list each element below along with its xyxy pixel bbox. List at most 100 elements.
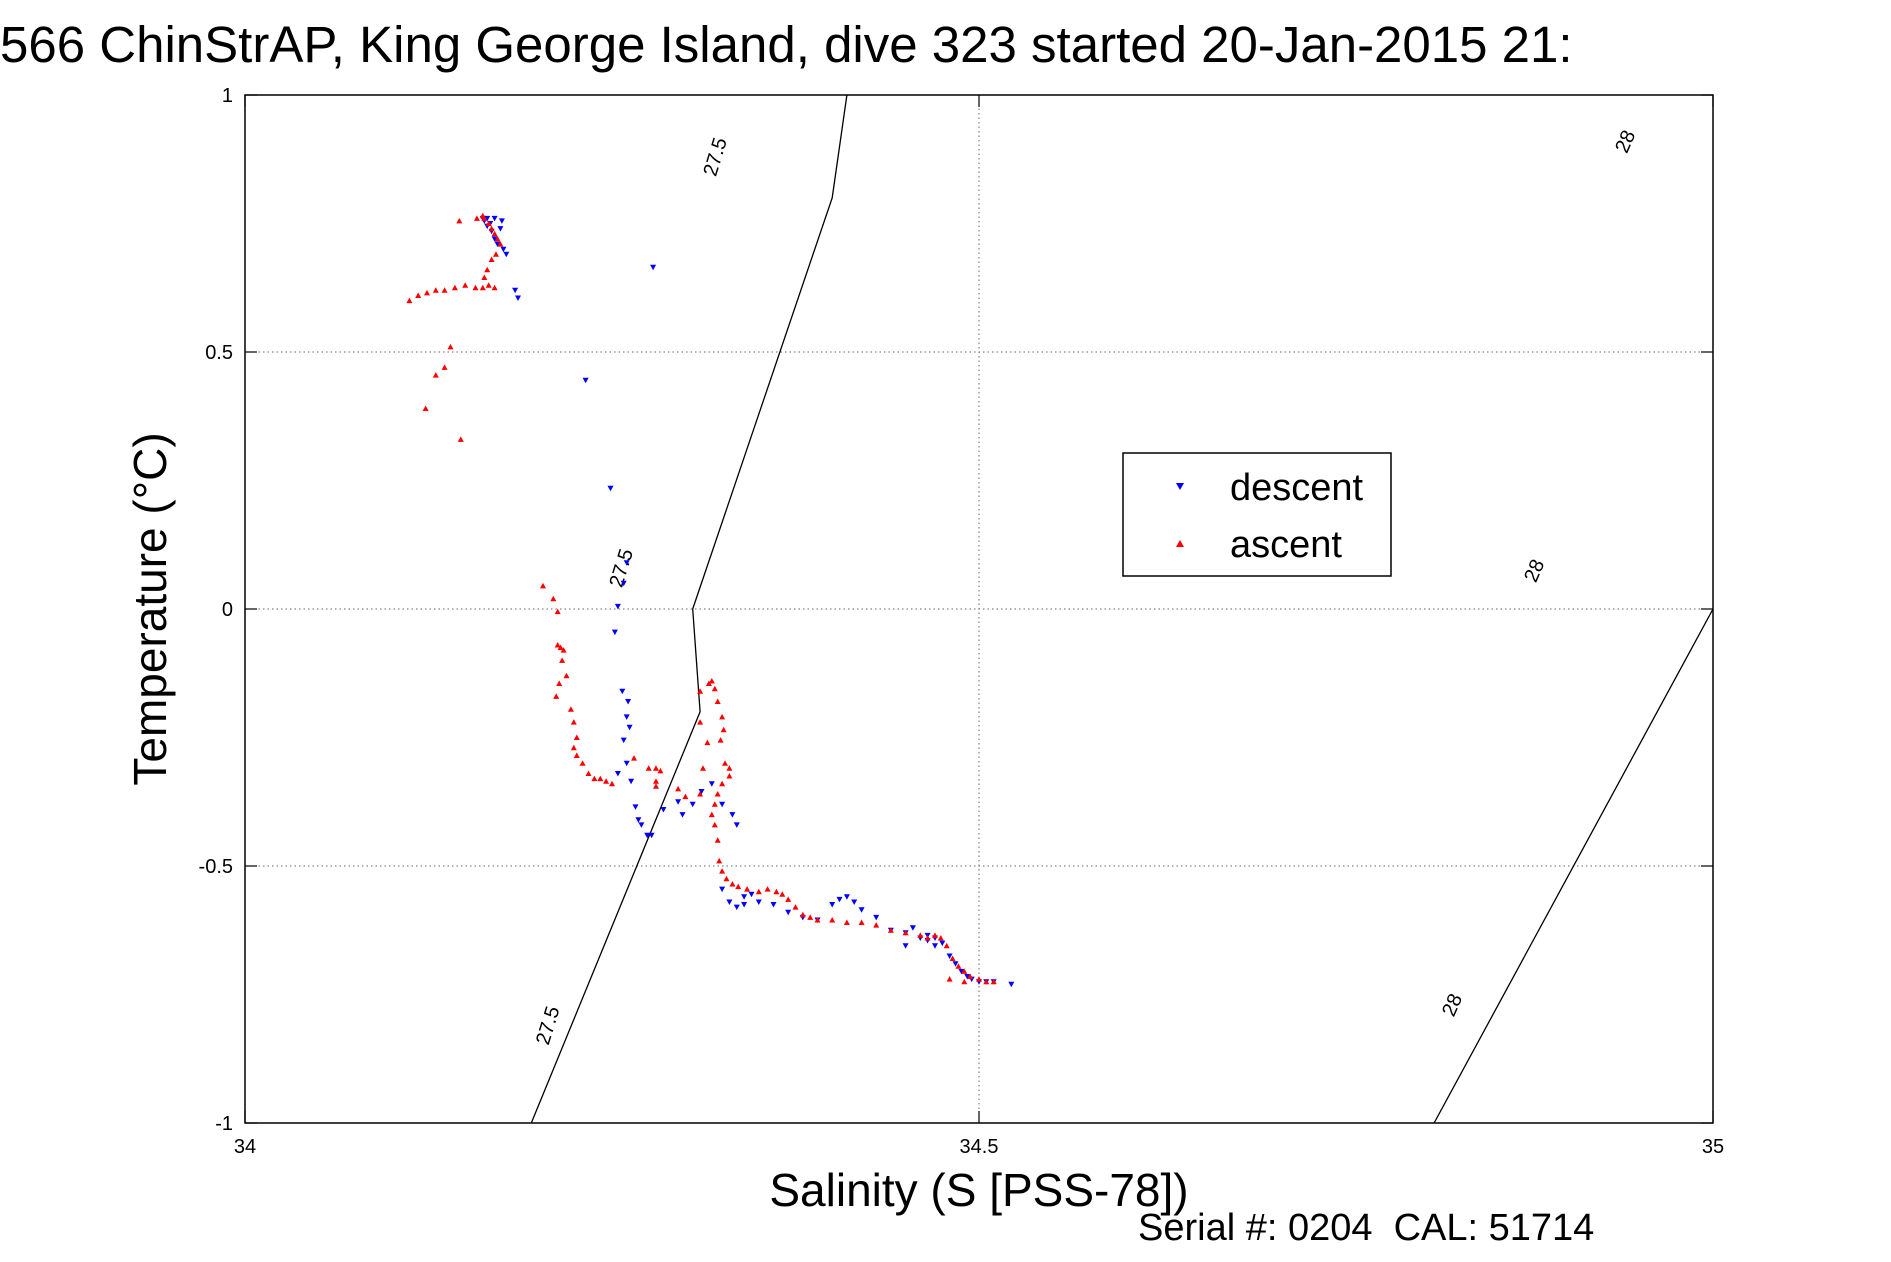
ascent-point (585, 770, 592, 776)
ascent-point (497, 241, 504, 247)
descent-point (873, 914, 880, 921)
ascent-point (570, 744, 577, 751)
ascent-point (976, 976, 982, 982)
ascent-point (955, 963, 962, 969)
ascent-series (406, 212, 997, 985)
ascent-point (675, 785, 682, 792)
ascent-point (682, 793, 689, 800)
ascent-point (557, 644, 564, 650)
ascent-point (554, 608, 561, 615)
ascent-point (653, 778, 659, 784)
ascent-point (924, 935, 931, 941)
ascent-point (493, 251, 499, 257)
descent-point (607, 485, 614, 492)
ascent-point (755, 888, 762, 895)
y-tick-label: 1 (222, 85, 233, 107)
ascent-point (937, 935, 944, 941)
ascent-point (631, 755, 637, 761)
isopycnal-line (530, 95, 848, 1123)
axis-ticks: 34 34.5 35 -1 -0.5 0 0.5 1 (199, 85, 1725, 1158)
descent-point (614, 603, 621, 610)
descent-point (946, 953, 953, 959)
chart-title: 566 ChinStrAP, King George Island, dive … (0, 16, 1573, 73)
ascent-point (597, 775, 604, 782)
ascent-point (697, 791, 704, 797)
ascent-point (946, 976, 953, 982)
ascent-point (553, 693, 560, 699)
ascent-point (711, 685, 718, 692)
x-axis-label: Salinity (S [PSS-78]) (769, 1164, 1188, 1216)
descent-point (494, 241, 501, 248)
ascent-point (432, 287, 439, 293)
ascent-point (932, 932, 938, 938)
descent-point (638, 822, 645, 828)
ascent-point (609, 780, 615, 787)
descent-point (770, 902, 777, 908)
ascent-point (814, 917, 821, 923)
descent-point (755, 899, 762, 905)
ascent-point (719, 713, 726, 720)
descent-point (614, 771, 621, 777)
ascent-point (491, 284, 498, 291)
descent-point (623, 760, 630, 767)
ascent-point (415, 292, 422, 298)
ascent-point (488, 256, 495, 262)
descent-point (484, 215, 491, 222)
descent-point (932, 943, 938, 949)
descent-point (719, 801, 726, 808)
descent-point (650, 264, 657, 271)
ascent-point (714, 698, 721, 704)
ascent-point (708, 811, 715, 818)
ascent-point (705, 680, 712, 686)
ascent-point (406, 297, 413, 304)
ascent-point (697, 688, 704, 694)
ascent-point (717, 737, 724, 743)
ascent-point (479, 212, 486, 219)
ascent-point (764, 886, 771, 892)
descent-point (1008, 981, 1015, 988)
ascent-point (949, 955, 956, 961)
descent-point (625, 699, 632, 705)
descent-point (500, 246, 507, 253)
ascent-point (653, 765, 659, 771)
ascent-point (711, 801, 718, 807)
ascent-point (773, 888, 780, 895)
ascent-point (829, 917, 836, 923)
descent-point (851, 899, 858, 905)
isopycnal-label-bg (1428, 975, 1476, 1035)
ascent-point (479, 284, 486, 291)
ascent-point (708, 678, 715, 684)
ascent-point (700, 765, 706, 771)
isopycnal-label-bg (693, 127, 736, 186)
ascent-point (917, 932, 924, 938)
y-tick-label: -1 (215, 1113, 233, 1135)
ascent-point (579, 760, 586, 766)
descent-point (644, 832, 651, 839)
ascent-point (714, 837, 721, 843)
ascent-point (720, 726, 727, 733)
ascent-point (843, 919, 850, 925)
descent-point (611, 629, 618, 636)
ascent-point (726, 765, 733, 771)
ascent-point (744, 886, 751, 892)
ascent-point (716, 857, 723, 864)
ascent-point (567, 706, 574, 712)
ascent-point (432, 372, 439, 378)
ascent-point (472, 284, 479, 291)
y-tick-label: 0 (222, 599, 233, 621)
descent-point (748, 891, 755, 898)
ascent-point (603, 778, 610, 784)
ascent-point (792, 904, 799, 910)
ascent-point (484, 266, 491, 273)
ascent-point (494, 235, 501, 242)
descent-point (952, 961, 959, 967)
descent-point (675, 799, 682, 805)
legend-descent-label: descent (1230, 467, 1364, 509)
legend-ascent-label: ascent (1230, 524, 1342, 566)
ascent-point (422, 405, 429, 411)
ascent-point (456, 217, 463, 224)
descent-point (503, 251, 510, 258)
descent-point (623, 714, 630, 720)
isopycnal-label-bg (526, 996, 569, 1055)
